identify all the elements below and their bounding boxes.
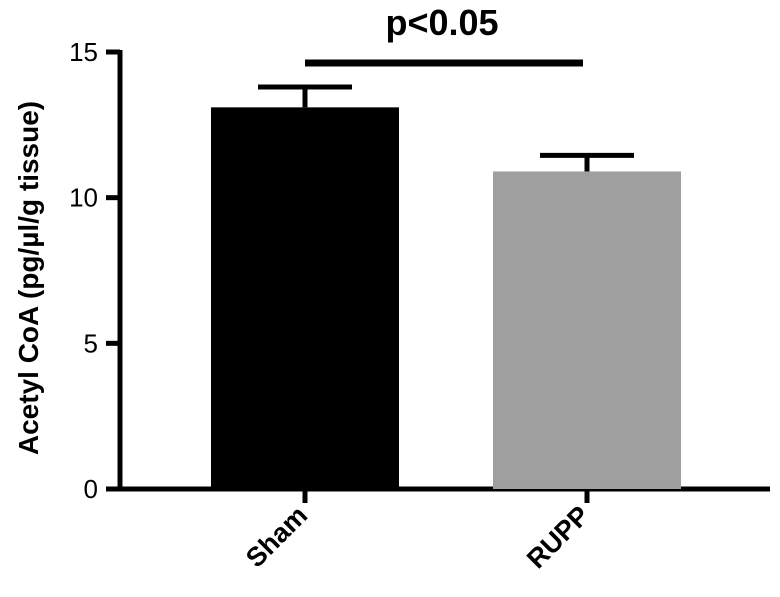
y-axis-label: Acetyl CoA (pg/µl/g tissue) — [13, 101, 44, 455]
bar-sham — [211, 107, 399, 489]
y-tick-label: 15 — [69, 37, 98, 67]
significance-annotation: p<0.05 — [305, 2, 583, 67]
y-axis: 0 5 10 15 — [69, 37, 123, 504]
x-axis: Sham RUPP — [118, 486, 770, 574]
y-tick-label: 5 — [84, 328, 98, 358]
y-tick-label: 10 — [69, 183, 98, 213]
significance-label: p<0.05 — [385, 2, 498, 43]
error-bars — [258, 84, 634, 172]
bar-rupp — [493, 171, 681, 490]
x-tick-label: RUPP — [521, 500, 595, 574]
y-tick-label: 0 — [84, 474, 98, 504]
bars — [211, 107, 681, 490]
x-tick-label: Sham — [240, 500, 313, 573]
